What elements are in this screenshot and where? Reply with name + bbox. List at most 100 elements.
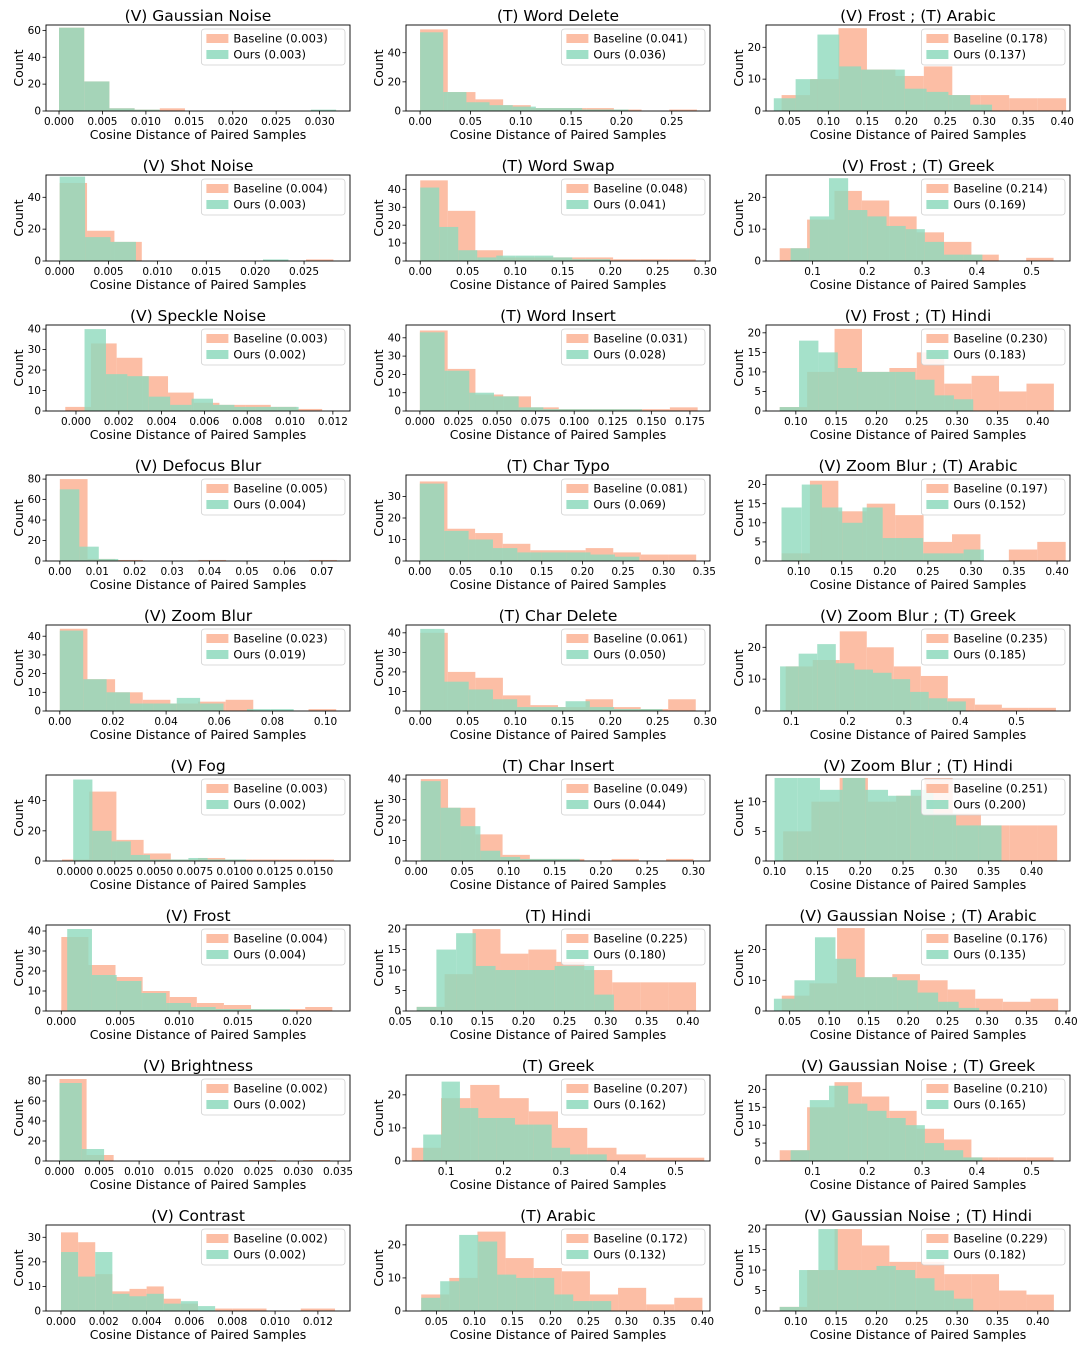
x-tick-label: 0.25 [635,866,658,878]
histogram-bar [780,666,799,711]
x-tick-label: 0.5 [667,1166,684,1178]
ours-series [790,1085,983,1161]
x-tick-label: 0.15 [471,1016,494,1028]
x-tick-label: 0.0100 [216,866,253,878]
histogram-panel: (V) Gaussian Noise ; (T) Hindi 0.10 0.15 0.… [720,1200,1080,1350]
x-tick-label: 0.25 [660,116,683,128]
x-tick-label: 0.030 [305,116,335,128]
x-tick-label: 0.15 [830,566,853,578]
legend-swatch [206,1084,229,1093]
x-tick-label: 0.010 [124,1166,154,1178]
plot-frame [405,1224,711,1312]
histogram-bar [416,1006,437,1011]
histogram-bar [225,699,254,711]
y-tick-label: 60 [28,494,41,506]
histogram-bar [790,248,810,261]
y-tick-label: 5 [754,826,761,838]
legend-swatch [206,1250,229,1259]
x-tick-label: 0.004 [147,416,177,428]
histogram-bar [198,559,227,561]
panel-title: (V) Zoom Blur [144,607,253,625]
y-tick-label: 5 [754,536,761,548]
legend-swatch [566,800,589,809]
x-tick-label: 0.10 [314,716,337,728]
histogram-bar [517,707,542,711]
histogram-svg: (V) Zoom Blur ; (T) Hindi 0.10 0.15 0.20 0.2… [731,757,1071,892]
legend-swatch [566,1100,589,1109]
y-tick-label: 10 [748,975,761,987]
y-tick-label: 20 [748,1084,761,1096]
histogram-bar [799,1270,819,1311]
histogram-bar [794,980,815,1011]
histogram-bar [188,857,208,861]
x-tick-label: 0.25 [905,416,928,428]
legend-swatch [206,650,229,659]
y-tick-label: 5 [394,985,401,997]
x-axis-label: Cosine Distance of Paired Samples [810,1177,1027,1192]
histogram-bar [67,929,92,1011]
y-tick-label: 10 [28,385,41,397]
legend-box [920,28,1066,66]
x-tick-label: 0.02 [123,566,146,578]
histogram-bar [420,628,445,711]
ours-series [420,32,629,112]
y-tick-label: 15 [388,944,401,956]
legend-label: Baseline (0.005) [233,482,327,496]
y-tick-label: 20 [388,76,401,88]
histogram-bar [668,259,696,261]
legend-label: Ours (0.180) [593,948,666,962]
legend-swatch [926,184,949,193]
x-tick-label: 0.20 [849,866,872,878]
histogram-bar [1037,825,1058,861]
histogram-bar [112,1293,130,1311]
histogram-bar [150,859,170,861]
y-axis-label: Count [371,49,386,86]
x-tick-label: 0.002 [104,416,134,428]
ours-series [416,933,614,1011]
legend-swatch [206,1100,229,1109]
legend-label: Baseline (0.207) [593,1082,687,1096]
panel-title: (V) Gaussian Noise [125,7,272,25]
legend-swatch [926,334,949,343]
histogram-bar [559,108,583,111]
x-axis-label: Cosine Distance of Paired Samples [810,1327,1027,1342]
y-tick-label: 10 [388,534,401,546]
legend-swatch [566,34,589,43]
x-tick-label: 0.000 [46,1316,76,1328]
plot-frame [45,624,351,712]
ours-series [59,176,289,261]
histogram-panel: (T) Char Delete 0.00 0.05 0.10 0.15 0.20 0.25 0… [360,600,720,750]
x-tick-label: 0.1 [438,1166,455,1178]
x-tick-label: 0.20 [895,116,918,128]
y-tick-label: 0 [34,706,41,718]
legend-swatch [926,1234,949,1243]
histogram-bar [617,409,643,411]
y-axis-label: Count [371,799,386,836]
x-tick-label: 0.00 [48,566,71,578]
plot-frame [45,174,351,262]
histogram-bar [543,409,569,411]
histogram-bar [669,407,698,411]
histogram-bar [565,701,590,711]
y-tick-label: 20 [28,668,41,680]
histogram-bar [159,108,185,111]
histogram-bar [953,1298,974,1311]
histogram-bar [265,1009,290,1011]
x-tick-label: 0.0150 [296,866,333,878]
panel-title: (V) Zoom Blur ; (T) Greek [820,607,1016,625]
ours-series [419,332,643,411]
x-axis-label: Cosine Distance of Paired Samples [450,877,667,892]
y-tick-label: 30 [28,946,41,958]
panel-title: (T) Word Swap [501,157,614,175]
x-tick-label: 0.20 [599,716,622,728]
legend: Baseline (0.207) Ours (0.162) [560,1078,706,1116]
legend-swatch [566,350,589,359]
y-tick-label: 20 [748,327,761,339]
y-tick-label: 60 [28,25,41,37]
x-axis-label: Cosine Distance of Paired Samples [450,1027,667,1042]
histogram-bar [646,1304,675,1311]
ours-series [779,1229,974,1311]
histogram-panel: (V) Shot Noise 0.000 0.005 0.010 0.015 0.020 0… [0,150,360,300]
histogram-bar [59,176,86,261]
